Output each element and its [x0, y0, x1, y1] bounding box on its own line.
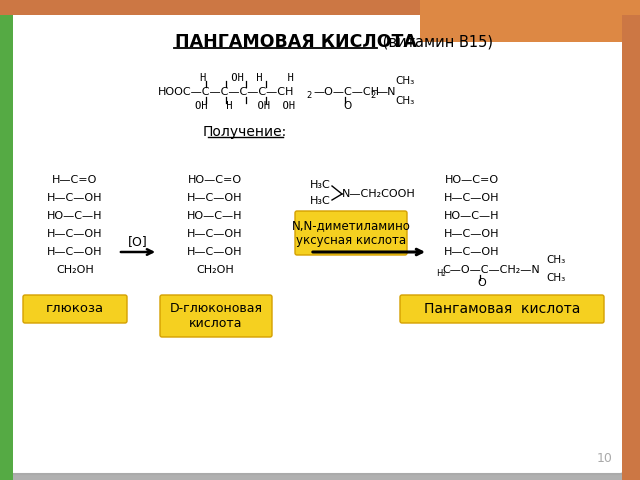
Text: HO—C—H: HO—C—H	[188, 211, 243, 221]
Text: ПАНГАМОВАЯ КИСЛОТА: ПАНГАМОВАЯ КИСЛОТА	[175, 33, 417, 51]
Bar	[622, 15, 640, 480]
Text: O: O	[343, 101, 351, 111]
Text: H—C—OH: H—C—OH	[47, 247, 103, 257]
Text: H—C—OH: H—C—OH	[444, 247, 500, 257]
Text: H—C—OH: H—C—OH	[188, 229, 243, 239]
Text: H—C—OH: H—C—OH	[47, 193, 103, 203]
Text: N—CH₂COOH: N—CH₂COOH	[342, 189, 416, 199]
FancyBboxPatch shape	[400, 295, 604, 323]
Bar	[0, 0, 640, 15]
Text: H₂: H₂	[436, 269, 445, 278]
Text: H—C—OH: H—C—OH	[444, 229, 500, 239]
Text: H    OH  H    H: H OH H H	[200, 73, 294, 83]
Text: 2: 2	[370, 91, 375, 99]
Bar	[420, 0, 640, 42]
Text: H—C=O: H—C=O	[52, 175, 98, 185]
Text: Получение:: Получение:	[203, 125, 287, 139]
Text: O: O	[477, 278, 486, 288]
Text: H—C—OH: H—C—OH	[188, 193, 243, 203]
Text: H—C—OH: H—C—OH	[188, 247, 243, 257]
Text: глюкоза: глюкоза	[46, 302, 104, 315]
Text: CH₂OH: CH₂OH	[196, 265, 234, 275]
Text: C—O—C—CH₂—N: C—O—C—CH₂—N	[442, 265, 540, 275]
Text: —O—C—CH: —O—C—CH	[313, 87, 379, 97]
Text: 2: 2	[306, 91, 311, 99]
Text: HO—C=O: HO—C=O	[188, 175, 242, 185]
Text: H₃C: H₃C	[310, 196, 331, 206]
FancyBboxPatch shape	[160, 295, 272, 337]
Text: HO—C—H: HO—C—H	[47, 211, 103, 221]
Text: H—C—OH: H—C—OH	[444, 193, 500, 203]
FancyBboxPatch shape	[23, 295, 127, 323]
Bar	[0, 15, 13, 480]
Text: CH₃: CH₃	[395, 96, 414, 106]
Text: 10: 10	[597, 452, 613, 465]
Text: HO—C—H: HO—C—H	[444, 211, 500, 221]
Text: Пангамовая  кислота: Пангамовая кислота	[424, 302, 580, 316]
Text: (витамин В15): (витамин В15)	[378, 35, 493, 49]
Text: D-глюконовая
кислота: D-глюконовая кислота	[170, 302, 262, 330]
Text: CH₂OH: CH₂OH	[56, 265, 94, 275]
Text: CH₃: CH₃	[546, 255, 565, 265]
Text: CH₃: CH₃	[546, 273, 565, 283]
Text: H—C—OH: H—C—OH	[47, 229, 103, 239]
FancyBboxPatch shape	[8, 4, 624, 474]
Text: —N: —N	[376, 87, 396, 97]
Text: N,N-диметиламино
уксусная кислота: N,N-диметиламино уксусная кислота	[292, 219, 410, 247]
Text: HOOC—C—C—C—C—CH: HOOC—C—C—C—C—CH	[158, 87, 294, 97]
Text: H₃C: H₃C	[310, 180, 331, 190]
Text: OH   H    OH  OH: OH H OH OH	[195, 101, 295, 111]
Text: HO—C=O: HO—C=O	[445, 175, 499, 185]
FancyBboxPatch shape	[295, 211, 407, 255]
Text: CH₃: CH₃	[395, 76, 414, 86]
Text: [О]: [О]	[128, 236, 148, 249]
